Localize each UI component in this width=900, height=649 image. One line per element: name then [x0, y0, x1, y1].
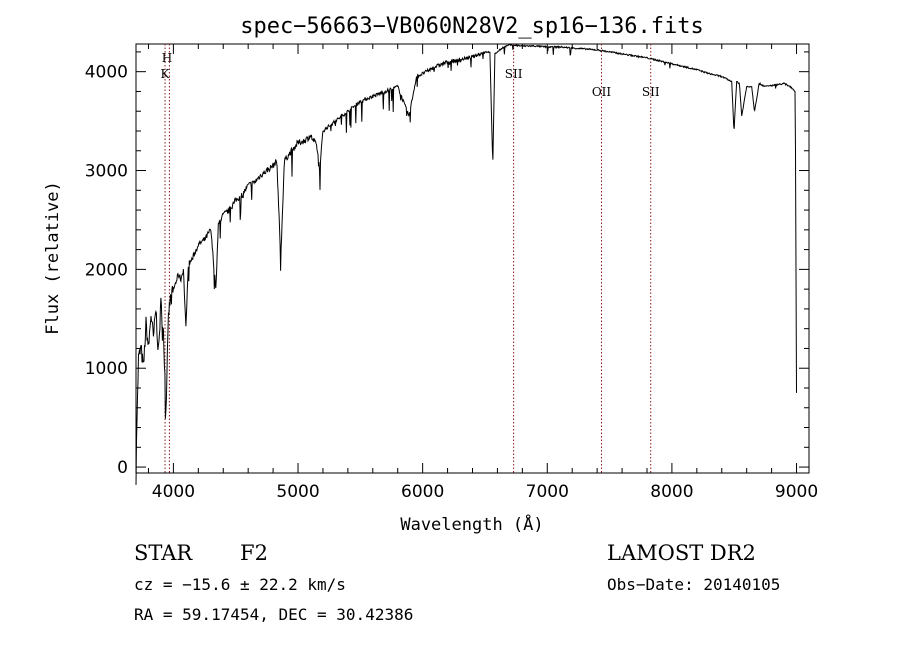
x-tick-label-6000: 6000 — [401, 482, 444, 502]
y-tick-label-2000: 2000 — [85, 260, 128, 280]
line-label-sii: SII — [505, 67, 523, 81]
object-class: STAR — [134, 541, 193, 565]
ra-dec: RA = 59.17454, DEC = 30.42386 — [134, 605, 413, 624]
y-tick-labels: 0 1000 2000 3000 4000 — [85, 63, 128, 478]
x-tick-label-8000: 8000 — [650, 482, 693, 502]
x-tick-label-9000: 9000 — [775, 482, 818, 502]
x-tick-labels: 4000 5000 6000 7000 8000 9000 — [152, 482, 818, 502]
spectral-line-markers: HK SII OII SII — [161, 44, 660, 473]
object-subclass: F2 — [240, 541, 268, 565]
y-axis-label: Flux (relative) — [43, 181, 63, 335]
line-label-k: K — [161, 67, 171, 81]
x-tick-label-5000: 5000 — [276, 482, 319, 502]
line-label-sii: SII — [642, 85, 660, 99]
redshift-cz: cz = −15.6 ± 22.2 km/s — [134, 575, 346, 594]
y-tick-label-1000: 1000 — [85, 359, 128, 379]
y-tick-label-0: 0 — [117, 458, 128, 478]
x-axis-label: Wavelength (Å) — [400, 513, 543, 535]
line-label-oii: OII — [592, 85, 612, 99]
chart-title: spec−56663−VB060N28V2_sp16−136.fits — [240, 14, 704, 39]
y-tick-label-3000: 3000 — [85, 162, 128, 182]
x-tick-label-7000: 7000 — [526, 482, 569, 502]
plot-frame — [135, 43, 810, 474]
obs-date: Obs−Date: 20140105 — [607, 575, 780, 594]
y-tick-label-4000: 4000 — [85, 63, 128, 83]
x-tick-label-4000: 4000 — [152, 482, 195, 502]
axis-ticks — [136, 44, 809, 473]
line-label-h: H — [162, 51, 172, 65]
spectrum-line — [135, 43, 797, 485]
survey-name: LAMOST DR2 — [607, 541, 756, 565]
